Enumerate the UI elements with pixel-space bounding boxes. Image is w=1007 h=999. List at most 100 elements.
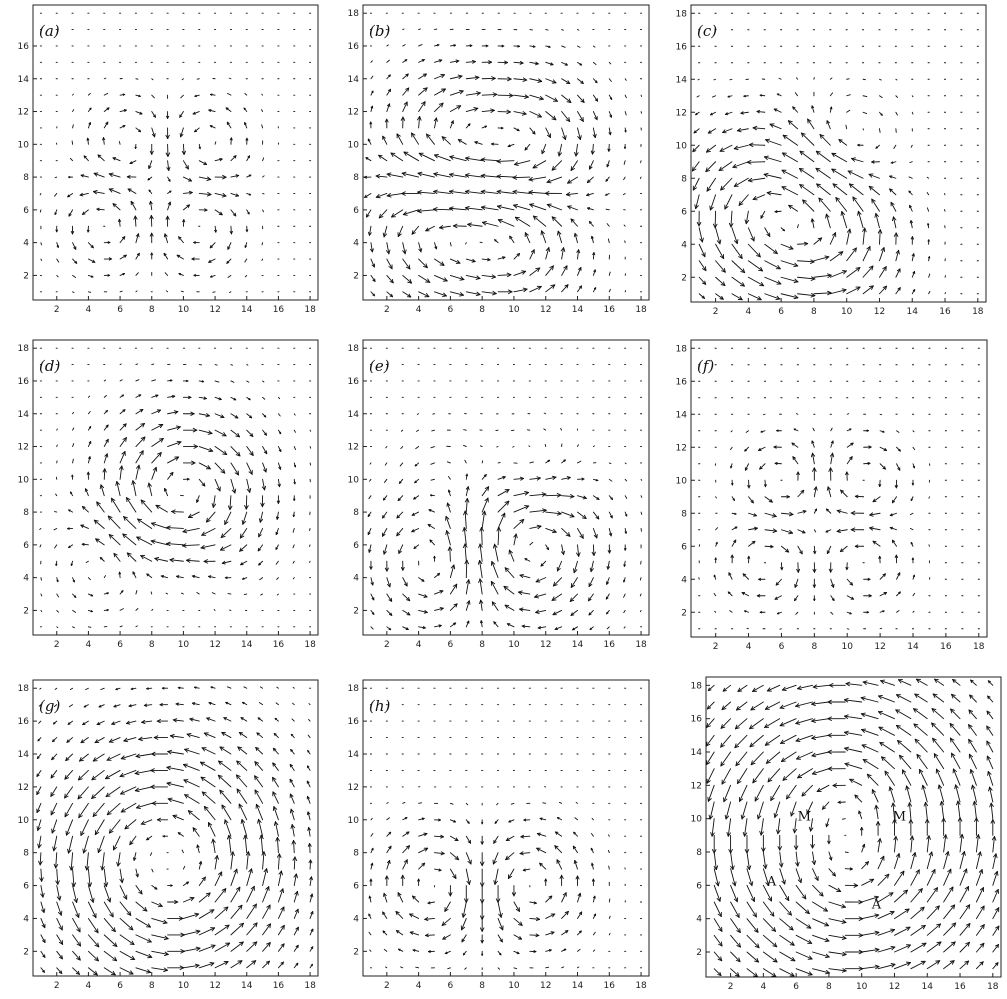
y-tick-label: 6 [23,541,29,551]
field-arrow [88,886,94,903]
field-arrow [183,478,189,480]
field-arrow [912,558,914,563]
field-arrow [192,258,199,260]
field-arrow [419,610,428,613]
field-arrow [482,45,488,47]
field-arrow [150,853,151,856]
field-arrow [524,819,530,821]
field-arrow [540,863,546,869]
field-arrow [40,869,44,881]
field-arrow [401,875,404,885]
field-arrow [863,96,867,97]
field-arrow [878,695,894,702]
field-arrow [387,292,393,297]
field-arrow [504,586,514,594]
field-arrow [951,709,960,719]
field-arrow [466,853,471,864]
field-arrow [927,888,937,902]
field-arrow [403,292,411,297]
field-arrow [120,968,133,974]
field-arrow [57,578,58,582]
field-arrow [607,627,609,629]
field-arrow [278,907,284,918]
field-arrow [230,226,232,234]
field-arrow [247,397,250,399]
field-arrow [714,852,718,870]
field-arrow [120,438,126,447]
field-arrow [779,78,781,79]
field-arrow [247,365,248,366]
x-tick-label: 14 [241,981,253,991]
field-arrow [896,79,897,80]
field-arrow [796,902,809,914]
x-tick-label: 2 [54,981,60,991]
field-arrow [431,479,434,480]
field-arrow [830,453,833,464]
field-arrow [465,499,469,513]
field-arrow [544,429,546,430]
field-arrow [168,472,173,479]
field-arrow [795,596,798,601]
field-arrow [450,803,453,804]
y-tick-label: 14 [676,410,688,420]
field-arrow [976,962,983,969]
field-arrow [514,519,524,528]
field-arrow [889,787,894,802]
field-arrow [136,273,138,276]
field-arrow [120,902,131,915]
field-arrow [529,191,546,195]
field-arrow [546,128,551,138]
field-arrow [370,879,372,885]
field-arrow [397,528,403,535]
field-arrow [182,544,199,548]
field-arrow [168,395,175,397]
field-arrow [896,725,910,735]
field-arrow [863,286,873,294]
field-arrow [274,822,278,837]
field-arrow [41,951,45,957]
field-arrow [435,608,444,611]
field-arrow [82,506,88,512]
field-arrow [199,430,212,434]
field-arrow [73,412,74,413]
field-arrow [813,869,819,881]
field-arrow [419,45,422,46]
field-arrow [218,775,231,787]
field-arrow [590,561,593,571]
field-arrow [928,240,929,244]
field-arrow [915,694,927,702]
field-arrow [215,907,228,918]
field-arrow [696,112,700,114]
field-arrow [607,224,609,227]
plot-frame [33,680,318,976]
field-arrow [993,908,999,919]
y-tick-label: 12 [348,108,359,118]
field-arrow [37,770,41,776]
field-arrow [861,713,878,719]
field-arrow [435,243,437,249]
field-arrow [706,752,714,765]
field-arrow [494,622,498,627]
field-arrow [166,216,169,226]
field-arrow [593,479,597,481]
field-arrow [57,935,63,944]
field-arrow [970,770,976,786]
field-arrow [173,719,183,722]
field-arrow [260,835,264,852]
field-arrow [713,211,717,227]
field-arrow [219,761,231,770]
x-tick-label: 8 [811,307,817,317]
field-arrow [434,154,450,160]
field-arrow [130,836,136,844]
y-tick-label: 4 [23,914,29,924]
field-arrow [721,735,731,747]
x-tick-label: 2 [54,305,60,315]
field-arrow [435,852,445,855]
field-arrow [309,545,310,547]
field-arrow [73,94,74,95]
x-tick-label: 10 [508,981,520,991]
field-arrow [103,138,105,145]
field-arrow [40,210,41,212]
field-arrow [387,193,403,197]
field-arrow [52,820,57,833]
